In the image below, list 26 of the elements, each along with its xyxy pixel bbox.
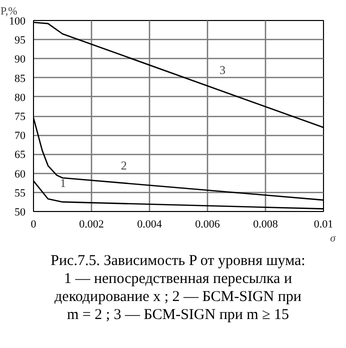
text: Рис.7.5. Зависимость P от уровня шума: — [50, 253, 306, 269]
y-tick-label: 75 — [14, 111, 26, 123]
y-tick-label: 55 — [14, 187, 26, 200]
x-axis-title: σ — [330, 232, 336, 244]
y-tick-label: 65 — [14, 149, 26, 162]
y-tick-label: 80 — [14, 92, 26, 104]
x-tick-label: 0 — [30, 218, 37, 230]
text: декодирование x ; 2 — БСМ-SIGN при — [54, 289, 302, 305]
x-tick-label: 0.006 — [195, 218, 220, 230]
x-tick-label: 0.004 — [137, 218, 162, 230]
annotation: 3 — [220, 62, 226, 77]
y-tick-label: 100 — [9, 16, 26, 28]
y-tick-label: 85 — [14, 72, 26, 85]
y-tick-label: 95 — [14, 34, 26, 47]
y-tick-label: 90 — [14, 54, 26, 66]
x-tick-label: 0.01 — [314, 218, 334, 230]
text: 1 — непосредственная пересылка и — [64, 271, 292, 287]
annotation: 2 — [120, 158, 127, 173]
annotation: 1 — [60, 176, 66, 190]
text: m = 2 ; 3 — БСМ-SIGN при m ≥ 15 — [66, 307, 290, 323]
y-tick-label: 60 — [14, 168, 26, 180]
y-axis-title: P,% — [0, 6, 18, 18]
x-tick-label: 0.008 — [253, 218, 278, 230]
y-tick-label: 70 — [14, 130, 26, 142]
x-tick-label: 0.002 — [79, 218, 104, 230]
y-tick-label: 50 — [14, 206, 26, 218]
